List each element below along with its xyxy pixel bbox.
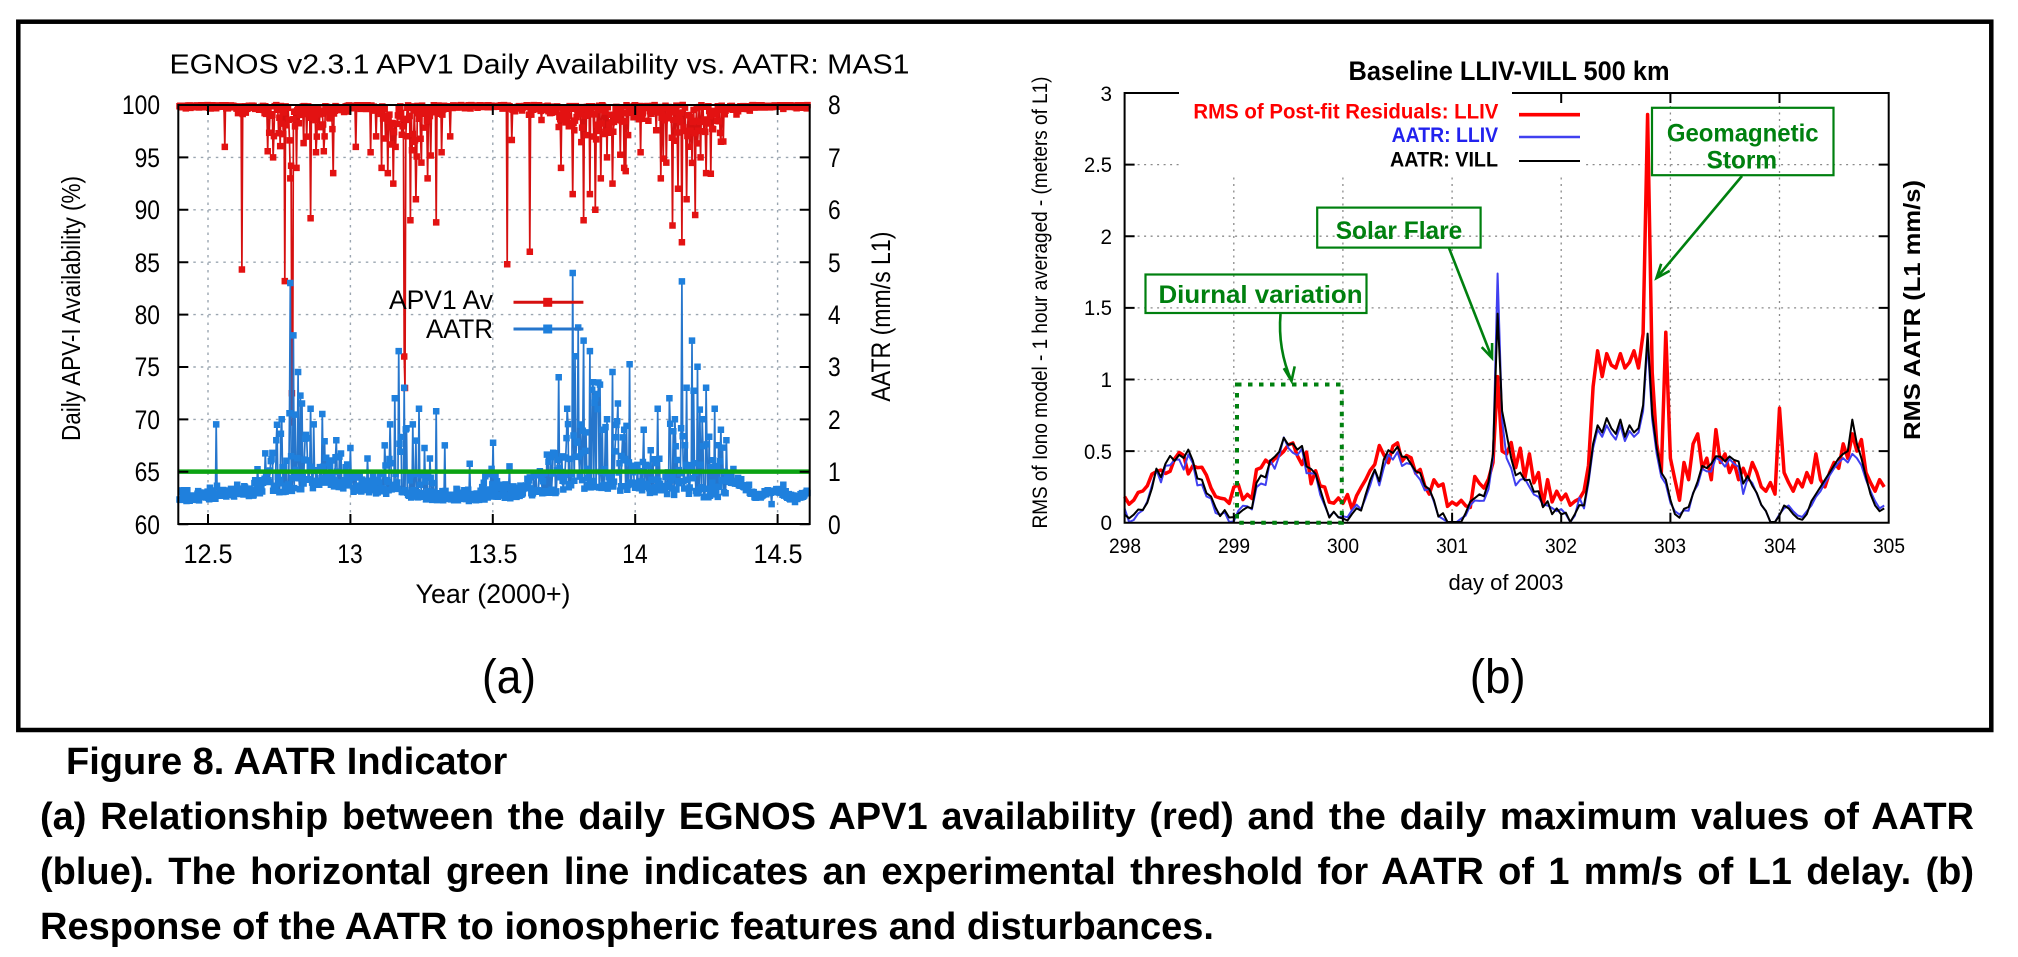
- svg-text:APV1 Av: APV1 Av: [389, 285, 493, 315]
- svg-text:299: 299: [1218, 534, 1250, 558]
- svg-text:(a): (a): [482, 651, 536, 704]
- svg-text:AATR: AATR: [426, 314, 493, 344]
- svg-text:2: 2: [828, 405, 841, 435]
- svg-text:AATR: VILL: AATR: VILL: [1390, 149, 1498, 172]
- svg-text:2.5: 2.5: [1084, 153, 1112, 177]
- svg-text:100: 100: [122, 90, 160, 120]
- svg-text:0.5: 0.5: [1084, 440, 1112, 464]
- svg-text:4: 4: [828, 300, 841, 330]
- svg-text:305: 305: [1873, 534, 1905, 558]
- svg-text:(b): (b): [1470, 651, 1526, 704]
- svg-text:EGNOS v2.3.1 APV1 Daily Availa: EGNOS v2.3.1 APV1 Daily Availability vs.…: [170, 49, 910, 80]
- svg-text:Daily APV-I Availability (%): Daily APV-I Availability (%): [56, 176, 86, 441]
- svg-text:301: 301: [1436, 534, 1468, 558]
- svg-text:1: 1: [828, 457, 841, 487]
- svg-text:75: 75: [135, 352, 160, 382]
- svg-text:Storm: Storm: [1707, 146, 1777, 174]
- svg-text:302: 302: [1545, 534, 1577, 558]
- svg-text:Diurnal variation: Diurnal variation: [1159, 281, 1363, 309]
- svg-text:0: 0: [828, 510, 841, 540]
- svg-text:Year (2000+): Year (2000+): [416, 579, 571, 609]
- svg-text:3: 3: [828, 352, 841, 382]
- svg-text:Baseline LLIV-VILL 500 km: Baseline LLIV-VILL 500 km: [1349, 56, 1670, 86]
- svg-text:13: 13: [337, 539, 362, 569]
- svg-text:303: 303: [1654, 534, 1686, 558]
- svg-text:6: 6: [828, 195, 841, 225]
- svg-text:14.5: 14.5: [754, 539, 803, 569]
- svg-text:12.5: 12.5: [184, 539, 233, 569]
- svg-text:RMS AATR (L1 mm/s): RMS AATR (L1 mm/s): [1899, 180, 1925, 440]
- svg-text:80: 80: [135, 300, 160, 330]
- svg-text:60: 60: [135, 510, 160, 540]
- svg-text:AATR: LLIV: AATR: LLIV: [1392, 124, 1499, 147]
- svg-text:304: 304: [1764, 534, 1796, 558]
- svg-text:5: 5: [828, 248, 841, 278]
- svg-text:1: 1: [1101, 368, 1113, 392]
- svg-text:8: 8: [828, 90, 841, 120]
- svg-text:14: 14: [622, 539, 647, 569]
- svg-text:Geomagnetic: Geomagnetic: [1667, 120, 1819, 148]
- svg-text:3: 3: [1101, 82, 1113, 106]
- svg-text:85: 85: [135, 248, 160, 278]
- svg-text:90: 90: [135, 195, 160, 225]
- svg-text:300: 300: [1327, 534, 1359, 558]
- svg-text:70: 70: [135, 405, 160, 435]
- svg-text:2: 2: [1101, 225, 1113, 249]
- svg-text:day of 2003: day of 2003: [1449, 570, 1564, 595]
- svg-text:RMS of Post-fit Residuals: LL: RMS of Post-fit Residuals: LLIV: [1193, 101, 1498, 124]
- svg-text:7: 7: [828, 143, 841, 173]
- svg-text:95: 95: [135, 143, 160, 173]
- svg-text:0: 0: [1101, 511, 1113, 535]
- svg-text:13.5: 13.5: [469, 539, 518, 569]
- svg-text:AATR (mm/s L1): AATR (mm/s L1): [866, 232, 896, 402]
- svg-text:1.5: 1.5: [1084, 296, 1112, 320]
- svg-text:65: 65: [135, 457, 160, 487]
- svg-text:Solar Flare: Solar Flare: [1336, 217, 1463, 245]
- svg-text:298: 298: [1109, 534, 1141, 558]
- svg-text:RMS of Iono model - 1 hour ave: RMS of Iono model - 1 hour averaged - (m…: [1029, 77, 1052, 529]
